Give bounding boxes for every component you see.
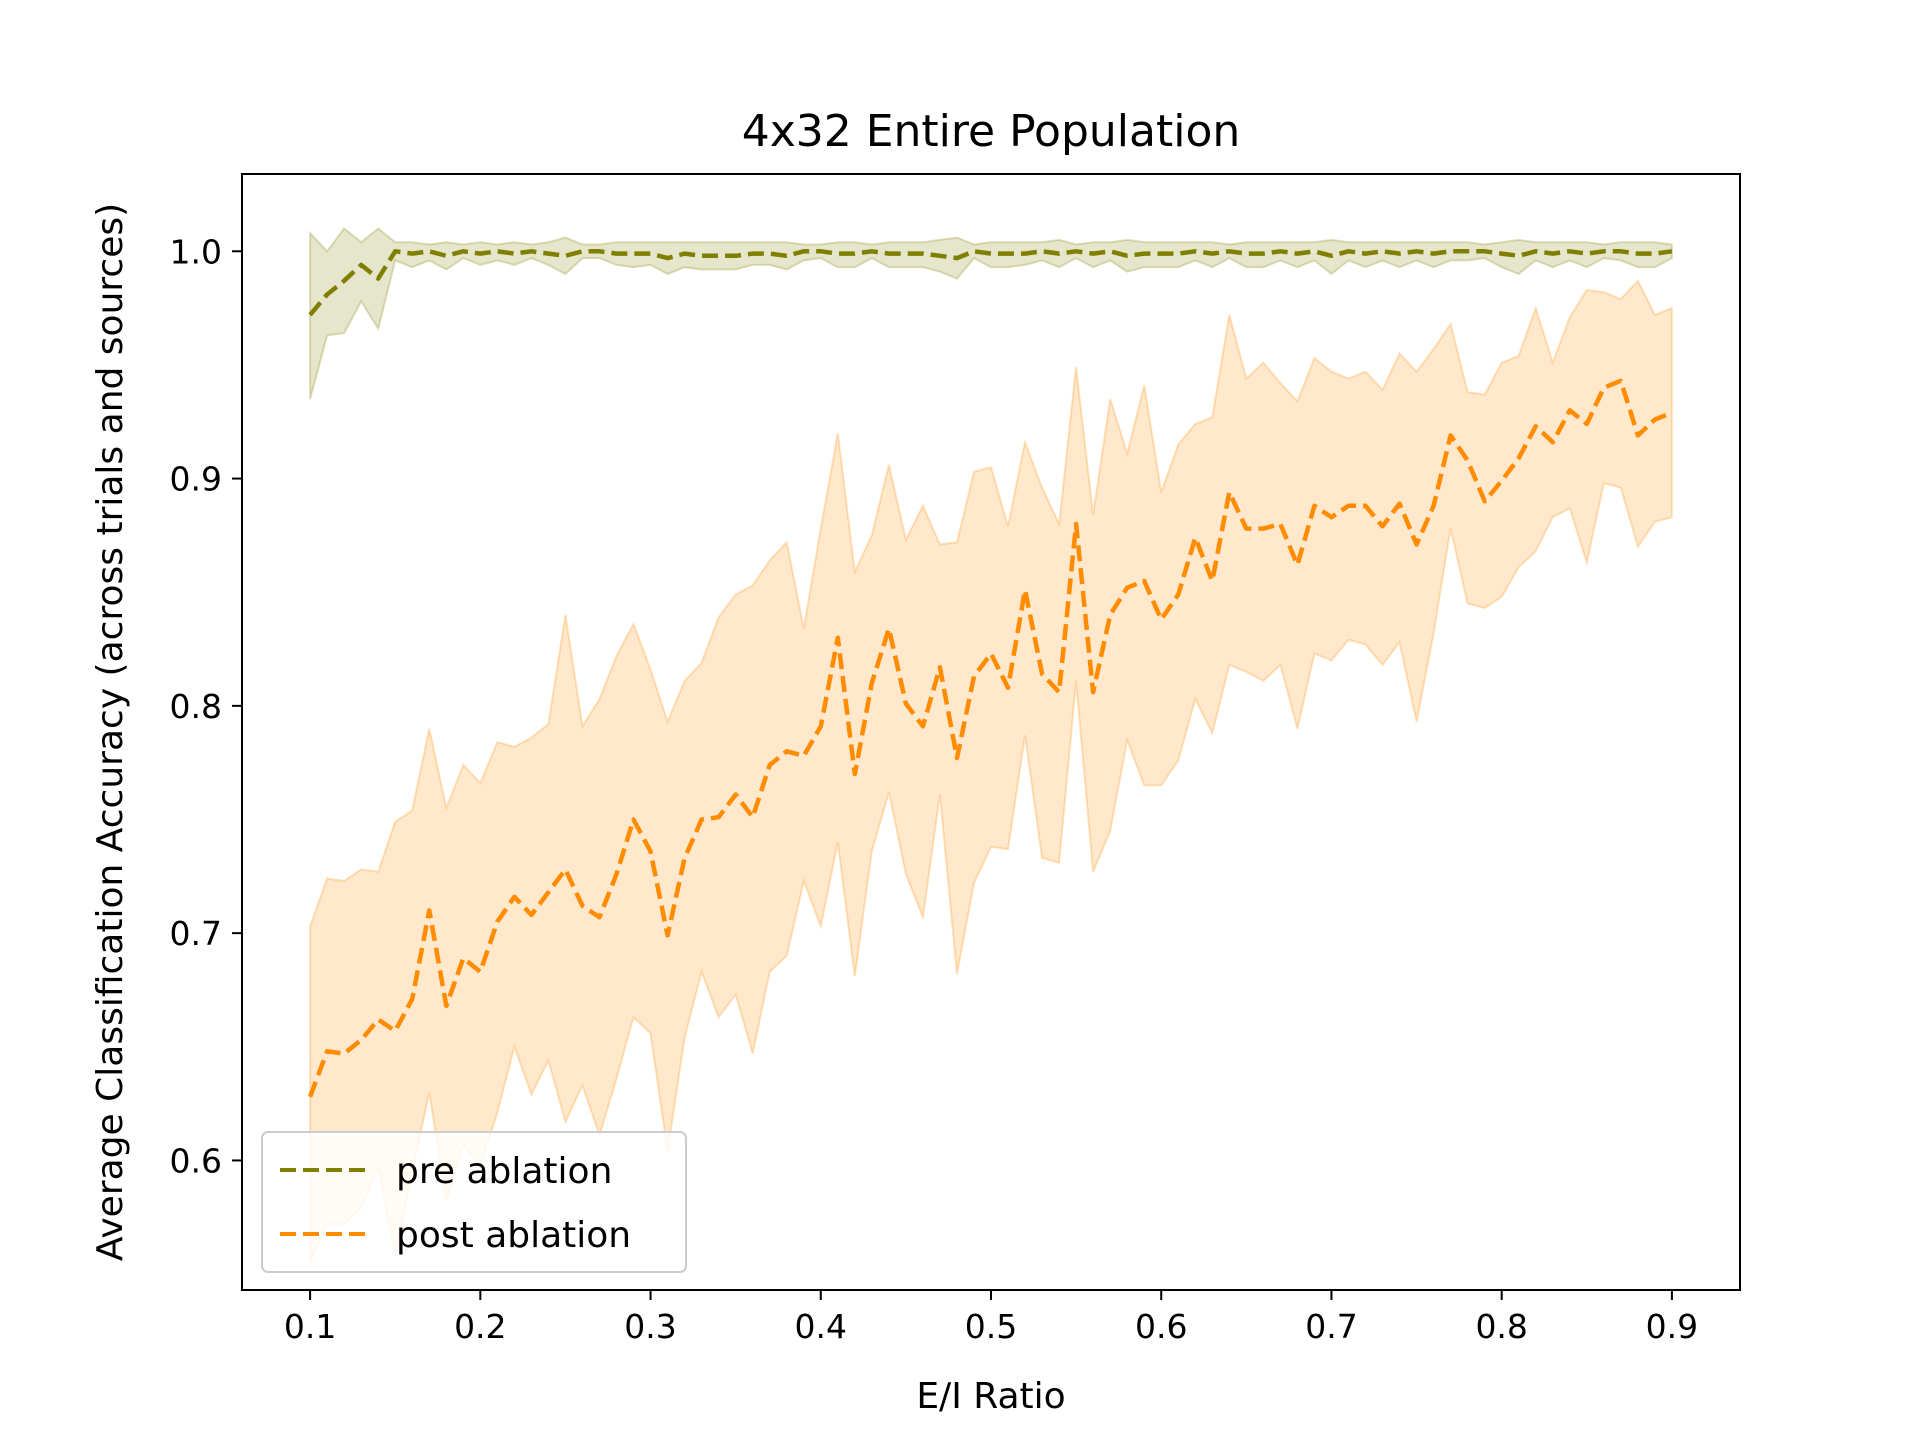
y-tick-label: 1.0 <box>170 232 222 271</box>
pre-ablation-line <box>308 249 1673 317</box>
y-axis-ticks: 0.6 0.7 0.8 0.9 1.0 <box>170 232 242 1180</box>
chart-title: 4x32 Entire Population <box>742 106 1241 157</box>
x-tick-label: 0.5 <box>965 1307 1017 1346</box>
pre-ablation-band <box>309 227 1673 400</box>
y-tick-label: 0.6 <box>170 1141 222 1180</box>
legend-label-post-ablation: post ablation <box>396 1215 631 1256</box>
y-tick-label: 0.8 <box>170 687 222 726</box>
x-tick-label: 0.7 <box>1305 1307 1357 1346</box>
x-tick-label: 0.6 <box>1135 1307 1187 1346</box>
confidence-bands <box>309 227 1673 1264</box>
y-tick-label: 0.9 <box>170 460 222 499</box>
post-ablation-line <box>307 378 1673 1098</box>
post-ablation-band <box>309 279 1673 1264</box>
x-tick-label: 0.8 <box>1475 1307 1527 1346</box>
legend: pre ablation post ablation <box>261 1131 687 1273</box>
x-tick-label: 0.3 <box>624 1307 676 1346</box>
legend-label-pre-ablation: pre ablation <box>396 1151 612 1192</box>
x-axis-label: E/I Ratio <box>916 1376 1065 1417</box>
legend-box <box>261 1131 687 1273</box>
x-axis-ticks: 0.1 0.2 0.3 0.4 0.5 0.6 0.7 0.8 0.9 <box>284 1290 1698 1346</box>
x-tick-label: 0.2 <box>454 1307 506 1346</box>
series-lines <box>307 249 1673 1098</box>
x-tick-label: 0.4 <box>795 1307 847 1346</box>
x-tick-label: 0.1 <box>284 1307 336 1346</box>
x-tick-label: 0.9 <box>1646 1307 1698 1346</box>
y-axis-label: Average Classification Accuracy (across … <box>90 203 131 1261</box>
y-tick-label: 0.7 <box>170 914 222 953</box>
